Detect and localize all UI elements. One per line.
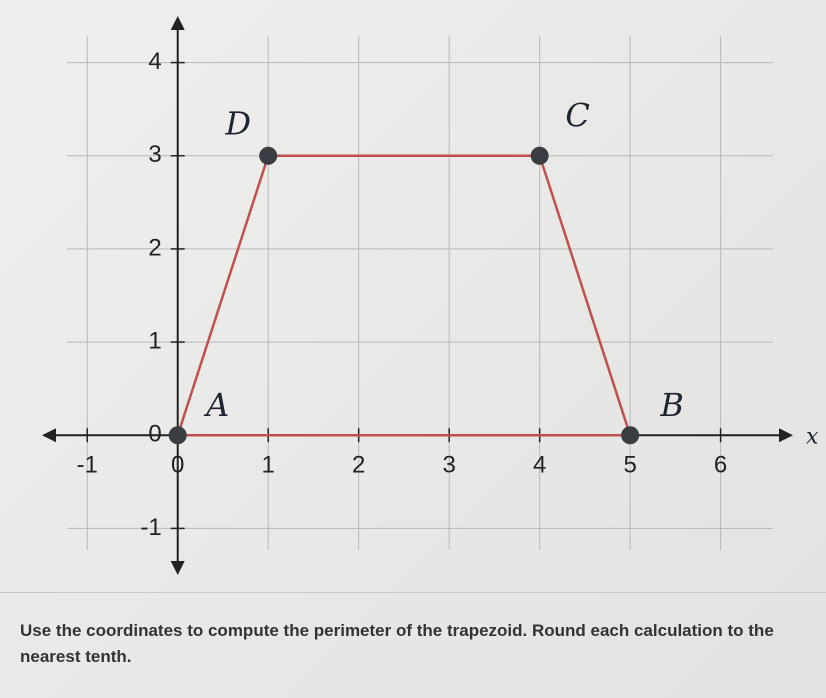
vertex [168, 426, 187, 445]
x-tick-label: 6 [714, 452, 727, 479]
x-axis-label: x [806, 424, 819, 449]
y-tick-label: 0 [148, 421, 161, 448]
y-tick-label: 2 [148, 234, 161, 261]
x-tick-label: 2 [352, 452, 365, 479]
vertex-label: B [659, 386, 684, 424]
trapezoid [176, 154, 632, 437]
y-tick-label: 3 [148, 141, 161, 168]
vertex [530, 146, 549, 165]
x-tick-label: -1 [77, 452, 98, 479]
vertex [259, 146, 278, 165]
y-tick-label: 1 [148, 327, 161, 354]
x-tick-label: 3 [442, 452, 455, 479]
vertex [621, 426, 640, 445]
y-tick-label: 4 [148, 48, 161, 75]
vertex-label: D [224, 104, 251, 142]
question: Use the coordinates to compute the perim… [20, 621, 774, 666]
vertex-label: A [203, 386, 229, 424]
vertex-label: C [565, 96, 589, 134]
x-tick-label: 4 [533, 452, 546, 479]
separator [0, 592, 826, 593]
x-tick-label: 5 [623, 452, 636, 479]
y-tick-label: -1 [140, 514, 161, 541]
x-tick-label: 1 [262, 452, 275, 479]
